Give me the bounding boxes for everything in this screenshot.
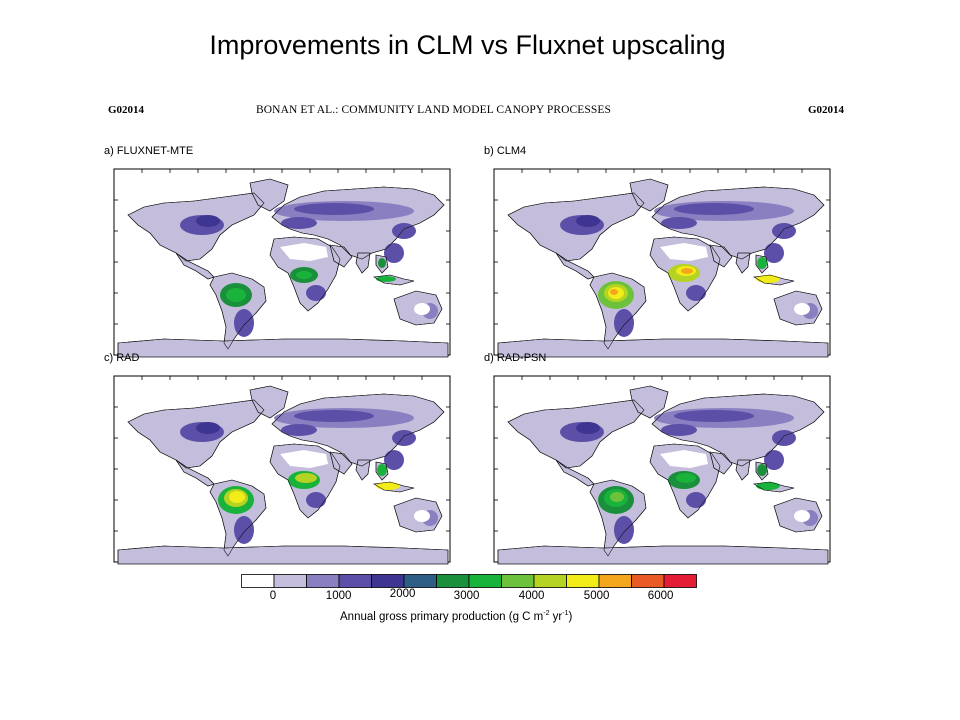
panel-a: a) FLUXNET-MTE <box>104 145 459 363</box>
colorbar-swatch <box>598 574 632 588</box>
colorbar-swatch <box>371 574 405 588</box>
map-panel-b <box>493 168 831 358</box>
panel-d-label: d) RAD-PSN <box>484 352 547 364</box>
colorbar-tick-label: 5000 <box>583 590 610 602</box>
colorbar-swatch <box>436 574 470 588</box>
colorbar-swatch <box>566 574 600 588</box>
colorbar-tick-label: 4000 <box>518 590 545 602</box>
map-panel-a <box>113 168 451 358</box>
panel-b-label: b) CLM4 <box>484 145 527 157</box>
colorbar-swatch <box>501 574 535 588</box>
colorbar-swatch <box>273 574 307 588</box>
colorbar-swatch <box>306 574 340 588</box>
header-running-title: BONAN ET AL.: COMMUNITY LAND MODEL CANOP… <box>256 104 612 116</box>
colorbar-swatch <box>338 574 372 588</box>
colorbar-swatch <box>468 574 502 588</box>
map-panel-d <box>493 375 831 565</box>
paper-header: G02014 BONAN ET AL.: COMMUNITY LAND MODE… <box>108 104 844 122</box>
slide-title: Improvements in CLM vs Fluxnet upscaling <box>209 30 726 60</box>
colorbar-tick-label: 0 <box>269 590 277 602</box>
panel-d: d) RAD-PSN <box>484 352 839 570</box>
colorbar-swatch <box>631 574 665 588</box>
colorbar-swatch <box>533 574 567 588</box>
panel-c: c) RAD <box>104 352 459 570</box>
colorbar-tick-label: 3000 <box>453 590 480 602</box>
colorbar-tick-label: 6000 <box>647 590 674 602</box>
panel-a-label: a) FLUXNET-MTE <box>104 145 194 157</box>
panel-b: b) CLM4 <box>484 145 839 363</box>
colorbar-tick-label: 1000 <box>325 590 352 602</box>
header-right-id: G02014 <box>807 104 844 116</box>
map-panel-c <box>113 375 451 565</box>
colorbar-swatch <box>241 574 275 588</box>
colorbar-title: Annual gross primary production (g C m-2… <box>340 610 573 623</box>
panel-c-label: c) RAD <box>104 352 140 364</box>
colorbar-swatch <box>403 574 437 588</box>
colorbar-swatch <box>663 574 697 588</box>
header-left-id: G02014 <box>108 104 145 116</box>
colorbar <box>241 574 697 588</box>
colorbar-tick-label: 2000 <box>389 588 416 600</box>
